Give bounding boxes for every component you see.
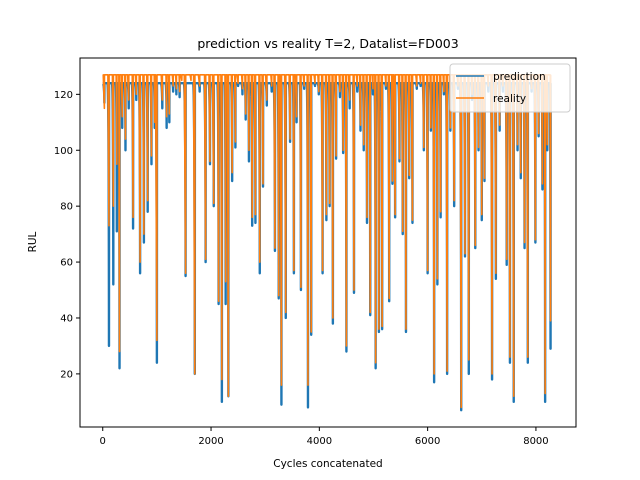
x-tick-label: 0 <box>100 436 106 447</box>
y-axis-label: RUL <box>27 231 39 252</box>
x-tick-label: 6000 <box>415 436 440 447</box>
y-tick-label: 20 <box>60 369 73 380</box>
x-axis: 0 2000 4000 6000 8000 <box>100 427 549 447</box>
x-tick-label: 2000 <box>198 436 223 447</box>
legend-label-reality: reality <box>493 93 526 105</box>
y-tick-label: 100 <box>54 146 73 157</box>
y-tick-label: 120 <box>54 90 73 101</box>
y-axis: 20 40 60 80 100 120 <box>54 90 80 380</box>
x-axis-label: Cycles concatenated <box>273 458 382 470</box>
chart-title: prediction vs reality T=2, Datalist=FD00… <box>197 36 458 51</box>
y-tick-label: 40 <box>60 313 73 324</box>
x-tick-label: 8000 <box>523 436 548 447</box>
legend-label-prediction: prediction <box>493 71 546 83</box>
y-tick-label: 60 <box>60 258 73 269</box>
legend: prediction reality <box>449 63 571 113</box>
plot-frame <box>79 57 577 428</box>
y-tick-label: 80 <box>60 202 73 213</box>
x-tick-label: 4000 <box>307 436 332 447</box>
